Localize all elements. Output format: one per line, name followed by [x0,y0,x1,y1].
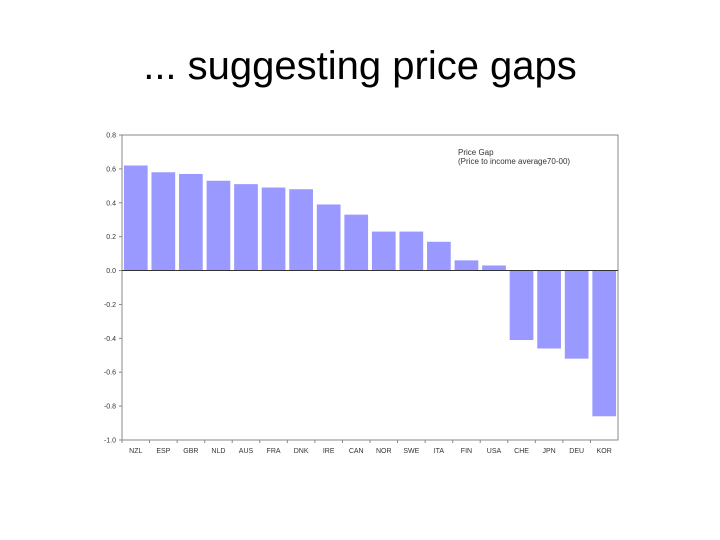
bar-ita [427,241,451,271]
x-tick-label: ESP [156,448,170,455]
y-tick-label: -0.2 [104,302,116,309]
x-tick-label: IRE [323,448,335,455]
bar-nld [206,180,231,271]
x-tick-label: JPN [542,448,555,455]
bar-swe [399,231,424,271]
bar-usa [482,265,506,271]
x-tick-label: SWE [403,448,419,455]
x-tick-label: FIN [461,448,472,455]
bar-fin [454,260,479,271]
x-tick-label: DNK [294,448,309,455]
x-tick-label: AUS [239,448,254,455]
x-tick-label: GBR [183,448,198,455]
legend-line: Price Gap [458,148,494,157]
x-tick-label: NLD [211,448,225,455]
bar-ire [316,204,341,271]
x-tick-label: ITA [434,448,445,455]
bar-aus [234,184,258,271]
y-axis: 0.8 0.6 0.4 0.2 0.0 -0.2 -0.4 -0.6 -0.8 -1.0 [104,133,122,445]
legend: Price Gap(Price to income average70-00) [458,148,570,166]
bar-can [344,214,369,271]
bars [123,165,617,417]
y-tick-label: -1.0 [104,438,116,445]
bar-jpn [537,270,561,349]
bar-deu [564,270,589,359]
bar-nor [371,231,396,271]
x-axis: NZL ESP GBR NLD AUS FRA DNK IRE CAN NOR SWE ITA FIN U… [121,440,612,455]
bar-fra [261,187,286,271]
bar-gbr [179,173,203,271]
x-tick-label: DEU [569,448,584,455]
x-tick-label: CHE [514,448,529,455]
y-tick-label: -0.6 [104,370,116,377]
bar-kor [592,270,617,417]
bar-dnk [289,189,313,271]
x-tick-label: NZL [129,448,142,455]
x-tick-label: FRA [267,448,281,455]
slide-title: ... suggesting price gaps [143,44,577,88]
x-tick-label: NOR [376,448,392,455]
y-tick-label: -0.4 [104,336,116,343]
y-tick-label: 0.4 [106,200,116,207]
legend-line: (Price to income average70-00) [458,157,570,166]
x-tick-label: CAN [349,448,364,455]
bar-esp [151,172,176,271]
x-tick-label: KOR [597,448,612,455]
y-tick-label: 0.8 [106,133,116,140]
bar-nzl [123,165,148,271]
y-tick-label: 0.2 [106,234,116,241]
y-tick-label: 0.0 [106,268,116,275]
y-tick-label: 0.6 [106,166,116,173]
bar-che [509,270,534,341]
y-tick-label: -0.8 [104,404,116,411]
x-tick-label: USA [487,448,502,455]
